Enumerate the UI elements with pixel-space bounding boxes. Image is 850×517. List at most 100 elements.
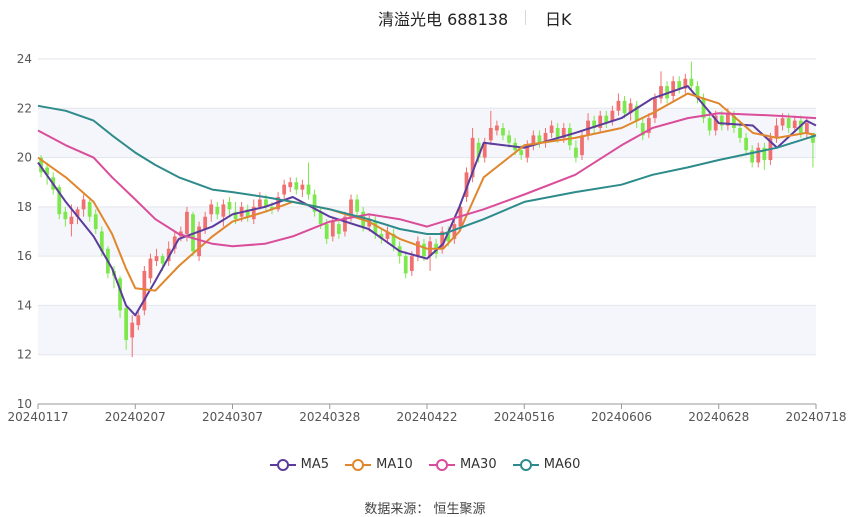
- candle-body: [130, 322, 135, 338]
- candle-body: [124, 307, 129, 340]
- candle-body: [604, 115, 609, 124]
- x-tick-label: 20240307: [202, 410, 263, 424]
- candle-body: [81, 199, 86, 210]
- candle-body: [732, 115, 736, 128]
- title-separator: [525, 10, 526, 25]
- candle-body: [415, 241, 420, 257]
- legend-item-ma60[interactable]: MA60: [512, 457, 581, 472]
- legend-item-ma5[interactable]: MA5: [269, 457, 329, 472]
- candle-body: [701, 98, 706, 119]
- candle-body: [385, 231, 390, 239]
- y-tick-label: 16: [17, 249, 32, 263]
- y-tick-label: 10: [17, 397, 32, 411]
- candle-body: [470, 137, 475, 178]
- candle-body: [774, 125, 779, 138]
- legend-dot: [276, 458, 289, 471]
- x-tick-label: 20240422: [396, 410, 457, 424]
- candle-body: [525, 145, 530, 158]
- candle-body: [136, 315, 141, 326]
- candle-body: [671, 81, 676, 96]
- legend-label: MA10: [376, 457, 413, 472]
- candle-body: [227, 201, 232, 210]
- ma-line-ma30: [37, 112, 817, 248]
- candle-body: [537, 135, 542, 143]
- candle-body: [464, 172, 469, 197]
- x-axis: 20240117 20240207 20240307 20240328 20240422…: [7, 403, 847, 424]
- candle-body: [646, 118, 651, 133]
- candle-body: [440, 231, 445, 249]
- candle-body: [172, 236, 177, 249]
- candle-body: [780, 118, 785, 126]
- candle-body: [288, 182, 293, 188]
- candle-body: [409, 256, 414, 271]
- candle-body: [336, 224, 341, 234]
- candle-body: [713, 115, 718, 131]
- candle-body: [476, 142, 481, 158]
- plot-bands: [38, 108, 816, 355]
- x-tick-label: 20240328: [299, 410, 360, 424]
- candle-body: [373, 221, 378, 234]
- candle-body: [507, 135, 511, 143]
- candle-body: [209, 204, 214, 215]
- candle-body: [707, 118, 712, 131]
- y-tick-label: 24: [17, 52, 32, 66]
- candle-body: [264, 199, 268, 207]
- legend-item-ma10[interactable]: MA10: [345, 457, 413, 472]
- candle-body: [245, 209, 250, 217]
- candle-body: [501, 128, 505, 136]
- candle-body: [750, 150, 755, 163]
- chart-header: 清溢光电 688138 日K: [0, 4, 850, 30]
- candle-body: [738, 128, 742, 138]
- candle-body: [683, 78, 688, 89]
- plot-band: [38, 108, 816, 158]
- kline-chart: 10 12 14 16 18 20 22 24 20240117 20240207 2024030…: [7, 52, 847, 424]
- candle-body: [312, 194, 317, 212]
- legend-marker: [269, 458, 296, 471]
- candle-body: [403, 256, 408, 274]
- candle-body: [719, 115, 724, 126]
- candle-body: [531, 135, 536, 146]
- candle-body: [215, 206, 220, 215]
- candle-body: [495, 125, 499, 131]
- candle-body: [355, 199, 359, 212]
- candle-body: [598, 115, 603, 128]
- y-axis: 10 12 14 16 18 20 22 24: [17, 52, 32, 411]
- candle-body: [197, 226, 201, 257]
- data-source: 数据来源： 恒生聚源: [364, 502, 486, 517]
- candle-body: [185, 211, 189, 234]
- candle-body: [786, 118, 791, 128]
- candle-body: [154, 256, 159, 262]
- x-tick-label: 20240516: [494, 410, 555, 424]
- candle-body: [616, 100, 621, 111]
- y-tick-label: 20: [17, 151, 32, 165]
- candle-body: [87, 201, 92, 217]
- legend-marker: [512, 458, 539, 471]
- candle-body: [811, 132, 815, 143]
- candle-body: [725, 113, 730, 126]
- candle-body: [555, 128, 560, 138]
- ma-line-ma60: [37, 104, 817, 235]
- legend: MA5 MA10 MA30 MA60: [0, 457, 850, 475]
- legend-label: MA60: [543, 457, 581, 472]
- legend-label: MA30: [459, 457, 497, 472]
- candle-body: [93, 214, 98, 230]
- candle-body: [561, 128, 566, 138]
- candle-body: [379, 233, 384, 239]
- x-tick-label: 20240117: [7, 410, 68, 424]
- x-tick-label: 20240606: [591, 410, 652, 424]
- candle-body: [488, 128, 493, 141]
- ma-lines: [37, 85, 817, 317]
- candle-body: [592, 120, 597, 128]
- candle-body: [282, 184, 287, 195]
- candle-body: [689, 78, 694, 87]
- candle-body: [695, 86, 700, 99]
- candle-body: [653, 98, 657, 119]
- legend-dot: [352, 458, 365, 471]
- chart-title: 清溢光电 688138: [378, 10, 509, 29]
- candle-body: [543, 132, 548, 143]
- legend-item-ma30[interactable]: MA30: [428, 457, 497, 472]
- candle-body: [221, 204, 226, 217]
- candle-body: [549, 125, 554, 133]
- candle-body: [203, 216, 208, 230]
- candle-body: [422, 243, 426, 257]
